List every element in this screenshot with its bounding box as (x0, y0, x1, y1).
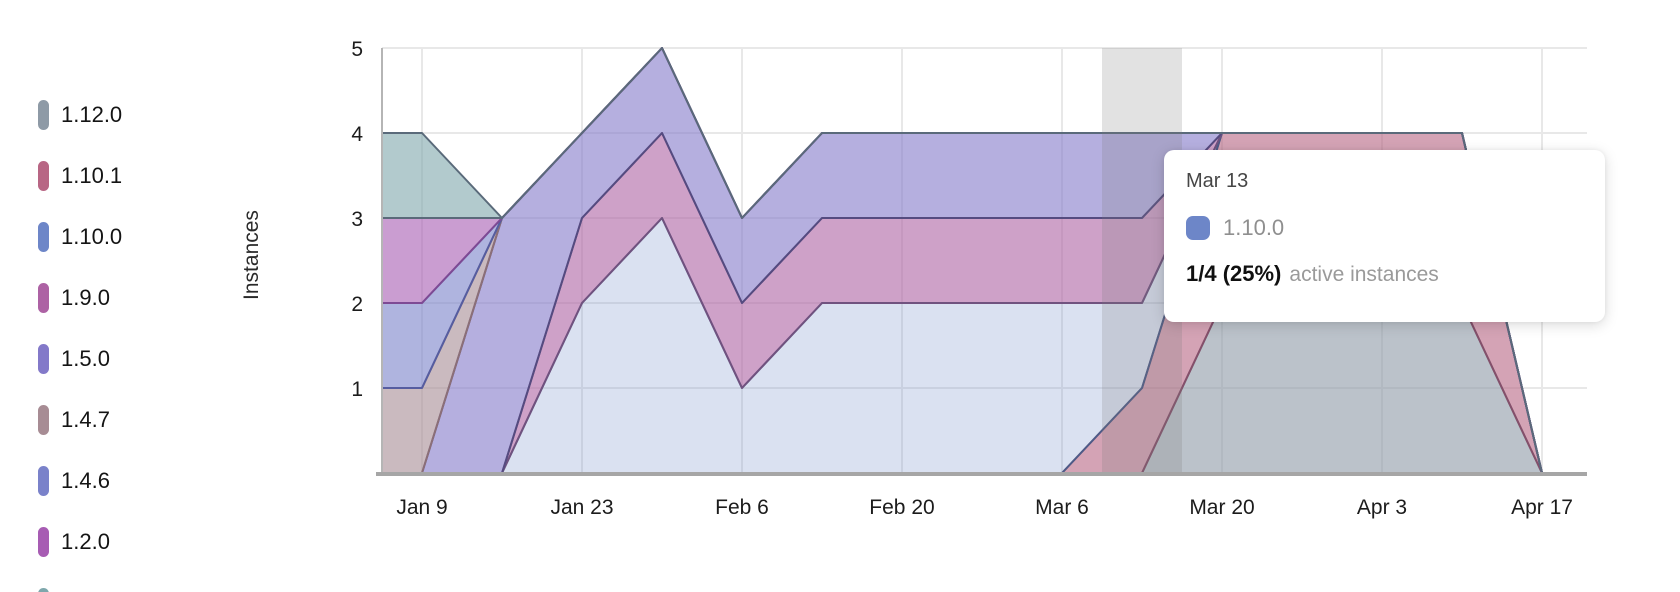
legend-item-1.2.0[interactable]: 1.2.0 (38, 511, 122, 572)
tooltip-value-line: 1/4 (25%) active instances (1186, 261, 1583, 287)
legend-swatch-icon (38, 221, 49, 252)
x-tick-label: Apr 3 (1357, 496, 1407, 519)
legend-swatch-icon (38, 343, 49, 374)
y-tick-label: 4 (351, 123, 363, 146)
legend-item-label: 1.4.6 (61, 467, 110, 493)
legend-item-label: 1.10.1 (61, 162, 123, 188)
chart-legend: 1.12.0 1.10.1 1.10.0 1.9.0 1.5.0 1.4.7 1… (38, 23, 122, 592)
x-tick-label: Jan 23 (550, 496, 613, 519)
legend-item-label: 1.5.0 (61, 345, 110, 371)
x-tick-label: Feb 6 (715, 496, 769, 519)
legend-item-label: 1.12.0 (61, 101, 123, 127)
legend-item-label: 1.10.0 (61, 223, 123, 249)
x-tick-label: Mar 6 (1035, 496, 1089, 519)
legend-item-label: 1.9.0 (61, 284, 110, 310)
y-tick-label: 3 (351, 208, 363, 231)
legend-item-1.4.7[interactable]: 1.4.7 (38, 389, 122, 450)
tooltip-date: Mar 13 (1186, 170, 1249, 192)
y-axis-title: Instances (240, 210, 263, 300)
chart-tooltip: Mar 13 1.10.0 1/4 (25%) active instances (1164, 150, 1605, 322)
legend-item-1.10.0[interactable]: 1.10.0 (38, 206, 122, 267)
legend-item-1.12.0[interactable]: 1.12.0 (38, 84, 122, 145)
legend-swatch-icon (38, 404, 49, 435)
legend-swatch-icon (38, 526, 49, 557)
legend-swatch-icon (38, 160, 49, 191)
legend-item-1.4.6[interactable]: 1.4.6 (38, 450, 122, 511)
legend-item-1.10.1[interactable]: 1.10.1 (38, 145, 122, 206)
legend-swatch-icon (38, 99, 49, 130)
tooltip-value: 1/4 (25%) (1186, 261, 1282, 286)
legend-item-1.9.0[interactable]: 1.9.0 (38, 267, 122, 328)
y-tick-label: 2 (351, 293, 363, 316)
tooltip-series-swatch-icon (1186, 216, 1210, 240)
x-tick-label: Apr 17 (1511, 496, 1573, 519)
x-tick-label: Jan 9 (396, 496, 447, 519)
tooltip-series-row: 1.10.0 (1186, 215, 1583, 241)
legend-swatch-icon (38, 282, 49, 313)
legend-item-label: 1.4.7 (61, 406, 110, 432)
tooltip-value-suffix: active instances (1289, 263, 1439, 286)
x-tick-label: Feb 20 (869, 496, 934, 519)
tooltip-series-name: 1.10.0 (1223, 215, 1285, 240)
legend-swatch-icon (38, 465, 49, 496)
legend-item-1.5.0[interactable]: 1.5.0 (38, 328, 122, 389)
y-tick-label: 1 (351, 378, 363, 401)
legend-item-label: 1.2.0 (61, 528, 110, 554)
legend-swatch-icon (38, 587, 49, 592)
y-tick-label: 5 (351, 38, 363, 61)
x-tick-label: Mar 20 (1189, 496, 1254, 519)
